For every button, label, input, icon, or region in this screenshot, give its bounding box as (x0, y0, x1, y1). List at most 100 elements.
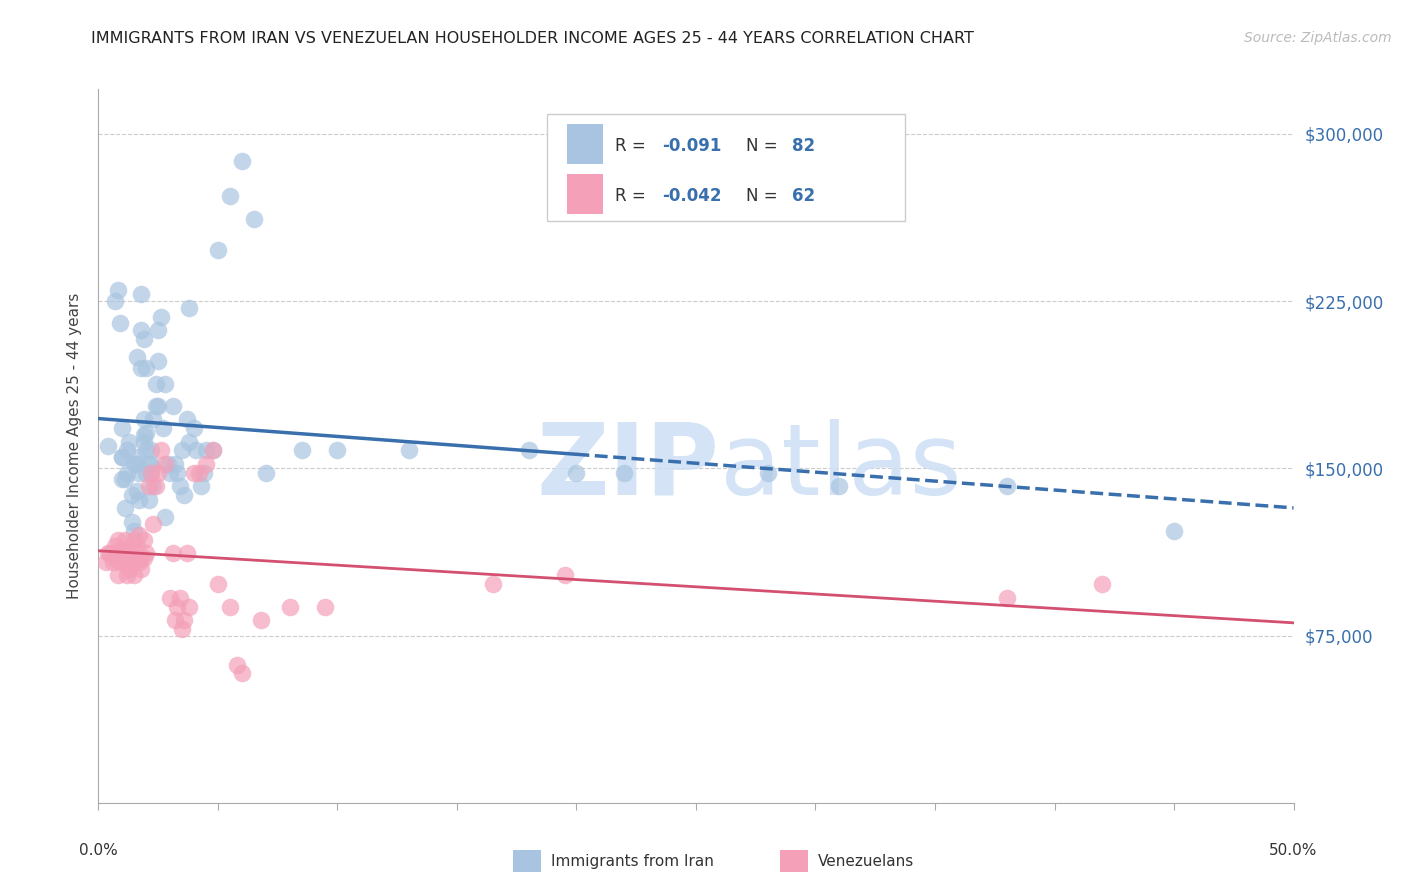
Point (101, 555, 124, 569)
Point (1163, 524, 1185, 538)
Text: ZIP: ZIP (537, 419, 720, 516)
Point (173, 488, 195, 502)
Point (111, 421, 134, 435)
Point (138, 457, 160, 471)
Point (115, 466, 138, 480)
Point (179, 599, 201, 614)
Point (166, 599, 188, 614)
Point (104, 293, 127, 308)
Point (97, 439, 120, 453)
Point (132, 434, 155, 449)
Point (107, 568, 129, 582)
Point (98, 546, 122, 560)
Point (187, 466, 209, 480)
Point (118, 562, 141, 576)
Point (111, 450, 134, 464)
Point (135, 443, 157, 458)
Point (176, 412, 198, 426)
Point (148, 399, 170, 413)
Point (148, 323, 170, 337)
Point (128, 528, 150, 542)
Point (231, 153, 253, 168)
Point (104, 539, 127, 553)
Point (142, 412, 165, 426)
Text: atlas: atlas (720, 419, 962, 516)
Point (202, 443, 225, 458)
Text: N =: N = (747, 186, 783, 204)
Point (118, 434, 141, 449)
Point (138, 479, 160, 493)
Point (481, 577, 505, 591)
Point (111, 550, 134, 565)
Point (995, 591, 1018, 605)
Point (193, 466, 215, 480)
Text: R =: R = (614, 186, 651, 204)
Point (995, 479, 1018, 493)
Point (250, 613, 273, 627)
Point (132, 412, 155, 426)
Point (162, 546, 184, 560)
Text: 62: 62 (792, 186, 814, 204)
Point (155, 376, 177, 391)
Text: Source: ZipAtlas.com: Source: ZipAtlas.com (1244, 31, 1392, 45)
Point (156, 457, 179, 471)
Text: N =: N = (747, 136, 783, 154)
Point (155, 510, 177, 524)
Text: Immigrants from Iran: Immigrants from Iran (551, 855, 714, 869)
Point (135, 466, 157, 480)
Point (554, 568, 576, 582)
Point (565, 466, 588, 480)
Point (131, 562, 153, 576)
Point (145, 376, 167, 391)
Point (97, 546, 120, 560)
Point (111, 541, 134, 556)
Point (124, 457, 146, 471)
Point (291, 443, 314, 458)
Point (107, 533, 129, 547)
Text: -0.091: -0.091 (662, 136, 721, 154)
Point (125, 539, 148, 553)
Point (145, 479, 167, 493)
Point (398, 443, 420, 458)
Point (132, 533, 155, 547)
Point (135, 360, 157, 375)
Point (138, 492, 160, 507)
Y-axis label: Householder Income Ages 25 - 44 years: Householder Income Ages 25 - 44 years (67, 293, 83, 599)
Point (179, 434, 201, 449)
Point (124, 568, 146, 582)
Point (135, 425, 157, 440)
FancyBboxPatch shape (567, 124, 603, 163)
Point (132, 332, 155, 346)
Point (243, 211, 266, 226)
Point (132, 550, 155, 565)
Point (121, 488, 143, 502)
Point (139, 466, 162, 480)
Point (155, 457, 177, 471)
Point (756, 466, 779, 480)
Point (108, 316, 131, 330)
Point (179, 301, 201, 315)
Point (176, 546, 198, 560)
Point (111, 450, 134, 464)
Point (326, 443, 349, 458)
Text: -0.042: -0.042 (662, 186, 723, 204)
Point (107, 283, 129, 297)
Point (169, 591, 191, 605)
Point (219, 189, 242, 203)
Point (190, 479, 212, 493)
Point (128, 466, 150, 480)
Point (125, 550, 148, 565)
Point (183, 421, 205, 435)
Point (104, 550, 127, 565)
Point (148, 354, 170, 368)
Point (149, 443, 172, 458)
Point (828, 479, 851, 493)
Point (173, 613, 195, 627)
Point (124, 524, 146, 538)
Text: 0.0%: 0.0% (79, 843, 118, 858)
Point (172, 622, 194, 636)
Point (125, 350, 148, 364)
Point (169, 479, 191, 493)
Point (118, 546, 141, 560)
Text: 50.0%: 50.0% (1270, 843, 1317, 858)
